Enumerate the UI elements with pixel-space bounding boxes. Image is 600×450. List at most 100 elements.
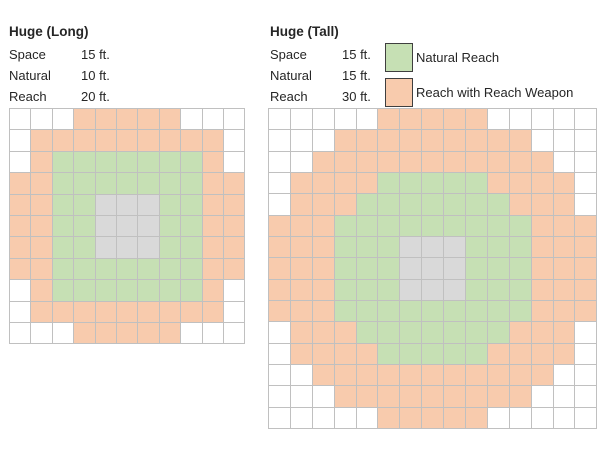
reach-weapon-cell: [10, 215, 32, 238]
reach-weapon-cell: [10, 237, 32, 259]
natural-reach-cell: [378, 279, 401, 302]
reach-weapon-cell: [575, 279, 598, 302]
reach-weapon-cell: [553, 215, 576, 238]
natural-reach-cell: [487, 301, 510, 323]
reach-weapon-cell: [31, 151, 53, 174]
legend-item-natural-reach: Natural Reach: [385, 43, 573, 72]
natural-reach-cell: [466, 258, 488, 280]
natural-reach-cell: [334, 215, 357, 238]
natural-reach-cell: [356, 194, 379, 216]
reach-weapon-cell: [444, 365, 467, 387]
creature-cell: [422, 279, 445, 302]
natural-reach-cell: [509, 215, 532, 238]
reach-weapon-cell: [290, 279, 313, 302]
natural-reach-cell: [52, 151, 75, 174]
natural-reach-cell: [74, 194, 96, 216]
reach-weapon-cell: [422, 407, 445, 430]
creature-cell: [444, 258, 467, 280]
empty-cell: [575, 194, 598, 216]
empty-cell: [31, 109, 53, 131]
reach-weapon-cell: [531, 173, 554, 195]
natural-reach-cell: [334, 279, 357, 302]
natural-reach-cell: [52, 280, 75, 302]
empty-cell: [531, 130, 554, 152]
natural-reach-cell: [334, 258, 357, 280]
empty-cell: [223, 151, 246, 174]
reach-weapon-cell: [269, 258, 291, 280]
natural-reach-cell: [52, 215, 75, 238]
natural-reach-cell: [138, 151, 160, 174]
empty-cell: [10, 130, 32, 152]
natural-reach-cell: [159, 151, 182, 174]
natural-reach-cell: [181, 237, 203, 259]
reach-weapon-cell: [509, 343, 532, 366]
natural-reach-cell: [116, 280, 139, 302]
reach-weapon-cell: [202, 301, 224, 323]
creature-cell: [116, 237, 139, 259]
reach-weapon-cell: [509, 322, 532, 344]
reach-weapon-cell: [422, 130, 445, 152]
natural-reach-cell: [400, 322, 423, 344]
empty-cell: [269, 173, 291, 195]
natural-reach-cell: [378, 173, 401, 195]
natural-reach-cell: [444, 173, 467, 195]
stat-label: Reach: [270, 89, 308, 104]
natural-reach-cell: [378, 237, 401, 259]
reach-weapon-cell: [487, 130, 510, 152]
natural-reach-cell: [159, 194, 182, 216]
reach-weapon-cell: [312, 151, 335, 174]
reach-weapon-cell: [400, 365, 423, 387]
natural-reach-cell: [181, 173, 203, 195]
reach-weapon-cell: [138, 322, 160, 345]
reach-weapon-cell: [466, 407, 488, 430]
empty-cell: [223, 130, 246, 152]
reach-weapon-cell: [509, 130, 532, 152]
reach-weapon-cell: [553, 258, 576, 280]
stat-row-space: Space 15 ft.: [270, 44, 371, 65]
empty-cell: [531, 109, 554, 131]
natural-reach-cell: [509, 279, 532, 302]
reach-weapon-cell: [269, 237, 291, 259]
reach-weapon-cell: [356, 130, 379, 152]
reach-weapon-cell: [466, 365, 488, 387]
empty-cell: [10, 151, 32, 174]
reach-weapon-cell: [422, 365, 445, 387]
natural-reach-cell: [74, 280, 96, 302]
reach-weapon-cell: [138, 109, 160, 131]
reach-weapon-cell: [334, 151, 357, 174]
reach-weapon-cell: [312, 237, 335, 259]
natural-reach-cell: [466, 343, 488, 366]
legend: Natural Reach Reach with Reach Weapon: [385, 43, 573, 107]
natural-reach-cell: [444, 215, 467, 238]
reach-weapon-cell: [116, 109, 139, 131]
reach-weapon-cell: [356, 343, 379, 366]
reach-weapon-cell: [290, 343, 313, 366]
reach-weapon-cell: [334, 173, 357, 195]
reach-weapon-cell: [553, 194, 576, 216]
empty-cell: [575, 109, 598, 131]
natural-reach-cell: [138, 280, 160, 302]
reach-weapon-cell: [74, 109, 96, 131]
reach-weapon-swatch-icon: [385, 78, 413, 107]
empty-cell: [575, 343, 598, 366]
empty-cell: [509, 407, 532, 430]
reach-weapon-cell: [202, 173, 224, 195]
reach-weapon-cell: [31, 258, 53, 281]
reach-weapon-cell: [95, 301, 117, 323]
creature-cell: [444, 237, 467, 259]
natural-reach-cell: [466, 322, 488, 344]
reach-weapon-cell: [487, 386, 510, 408]
reach-weapon-cell: [400, 151, 423, 174]
reach-weapon-cell: [509, 151, 532, 174]
empty-cell: [553, 130, 576, 152]
empty-cell: [312, 407, 335, 430]
reach-weapon-cell: [356, 365, 379, 387]
reach-weapon-cell: [466, 130, 488, 152]
empty-cell: [202, 322, 224, 345]
reach-weapon-cell: [312, 258, 335, 280]
reach-weapon-cell: [31, 215, 53, 238]
reach-weapon-cell: [290, 173, 313, 195]
natural-reach-cell: [487, 279, 510, 302]
empty-cell: [553, 151, 576, 174]
empty-cell: [31, 322, 53, 345]
